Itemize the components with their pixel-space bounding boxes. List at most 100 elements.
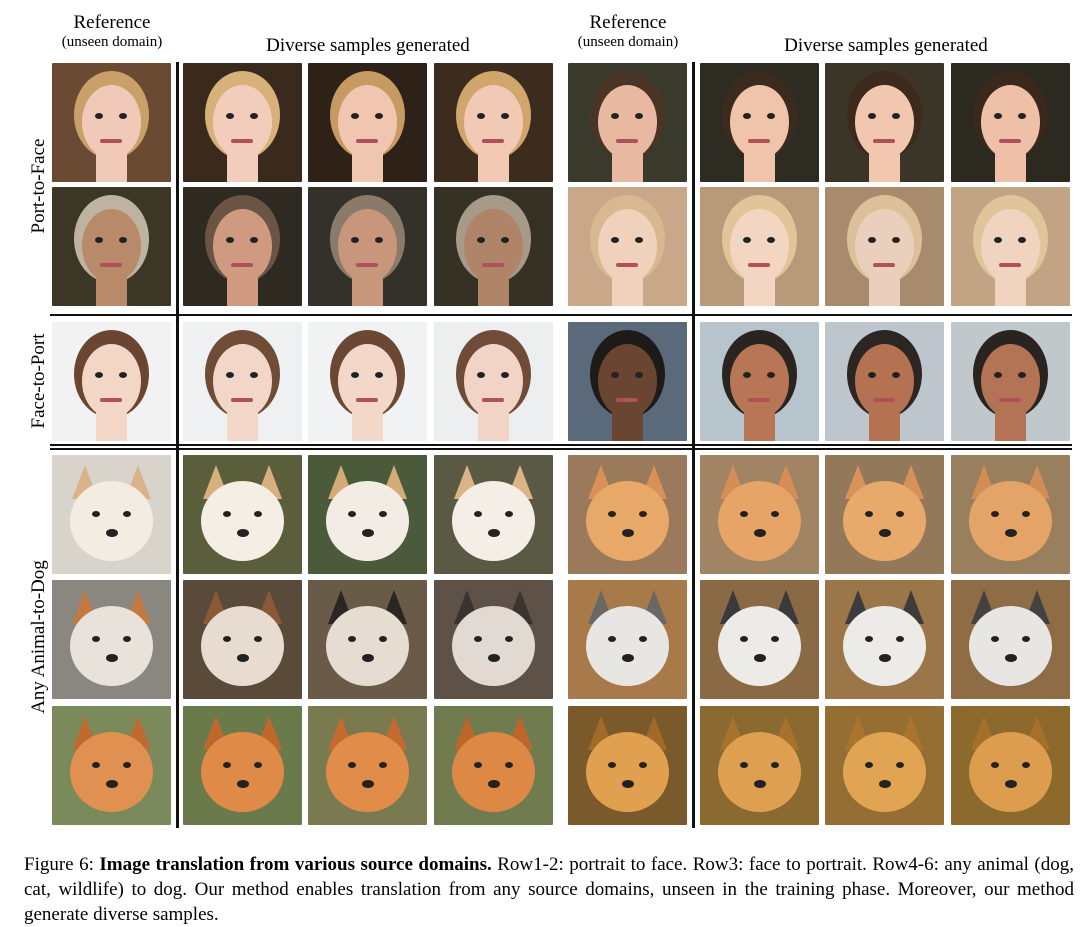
nose-icon xyxy=(106,780,118,788)
eye-icon xyxy=(767,237,775,243)
nose-icon xyxy=(362,654,374,662)
neck-shape xyxy=(612,273,643,306)
eye-icon xyxy=(771,636,779,642)
eye-icon xyxy=(743,113,751,119)
mouth-icon xyxy=(482,139,504,143)
eye-icon xyxy=(474,762,482,768)
animal-image xyxy=(52,706,171,825)
animal-face-shape xyxy=(718,481,801,561)
eye-icon xyxy=(348,762,356,768)
nose-icon xyxy=(879,780,891,788)
mouth-icon xyxy=(356,398,378,402)
mouth-icon xyxy=(616,139,638,143)
animal-image xyxy=(700,706,819,825)
nose-icon xyxy=(488,654,500,662)
eye-icon xyxy=(254,762,262,768)
face-shape xyxy=(730,85,789,159)
eye-icon xyxy=(348,511,356,517)
animal-face-shape xyxy=(969,481,1052,561)
eye-icon xyxy=(477,113,485,119)
eye-icon xyxy=(1022,511,1030,517)
animal-face-shape xyxy=(718,732,801,812)
eye-icon xyxy=(994,113,1002,119)
eye-icon xyxy=(608,762,616,768)
neck-shape xyxy=(96,273,127,306)
eye-icon xyxy=(250,372,258,378)
face-shape xyxy=(855,85,914,159)
row-divider xyxy=(50,444,1072,446)
mouth-icon xyxy=(100,139,122,143)
neck-shape xyxy=(352,273,383,306)
nose-icon xyxy=(622,780,634,788)
eye-icon xyxy=(250,113,258,119)
face-image xyxy=(825,322,944,441)
mouth-icon xyxy=(999,398,1021,402)
eye-icon xyxy=(505,511,513,517)
face-image xyxy=(825,63,944,182)
eye-icon xyxy=(892,372,900,378)
animal-face-shape xyxy=(326,481,409,561)
eye-icon xyxy=(379,511,387,517)
mouth-icon xyxy=(999,139,1021,143)
face-shape xyxy=(598,209,657,283)
animal-face-shape xyxy=(969,732,1052,812)
eye-icon xyxy=(379,636,387,642)
neck-shape xyxy=(96,408,127,441)
face-image xyxy=(183,63,302,182)
caption-bold: Image translation from various source do… xyxy=(99,854,492,875)
animal-image xyxy=(568,706,687,825)
mouth-icon xyxy=(748,263,770,267)
eye-icon xyxy=(767,372,775,378)
header-title: Reference xyxy=(589,12,667,33)
eye-icon xyxy=(119,113,127,119)
eye-icon xyxy=(1018,372,1026,378)
eye-icon xyxy=(501,372,509,378)
eye-icon xyxy=(250,237,258,243)
eye-icon xyxy=(351,113,359,119)
eye-icon xyxy=(1022,636,1030,642)
mouth-icon xyxy=(748,398,770,402)
header-subtitle: (unseen domain) xyxy=(61,33,163,50)
face-shape xyxy=(82,85,141,159)
neck-shape xyxy=(744,273,775,306)
animal-image xyxy=(308,455,427,574)
face-image xyxy=(52,63,171,182)
animal-face-shape xyxy=(70,606,153,686)
nose-icon xyxy=(1005,780,1017,788)
face-shape xyxy=(464,85,523,159)
nose-icon xyxy=(879,654,891,662)
nose-icon xyxy=(362,780,374,788)
animal-face-shape xyxy=(70,732,153,812)
face-shape xyxy=(338,344,397,418)
face-shape xyxy=(213,209,272,283)
neck-shape xyxy=(352,149,383,182)
mouth-icon xyxy=(873,139,895,143)
eye-icon xyxy=(348,636,356,642)
face-image xyxy=(951,187,1070,306)
eye-icon xyxy=(896,511,904,517)
eye-icon xyxy=(994,237,1002,243)
face-image xyxy=(825,187,944,306)
nose-icon xyxy=(488,780,500,788)
eye-icon xyxy=(505,636,513,642)
face-image xyxy=(951,322,1070,441)
eye-icon xyxy=(865,762,873,768)
face-image xyxy=(700,187,819,306)
animal-image xyxy=(183,455,302,574)
nose-icon xyxy=(879,529,891,537)
animal-image xyxy=(700,580,819,699)
animal-face-shape xyxy=(586,481,669,561)
animal-face-shape xyxy=(70,481,153,561)
animal-image xyxy=(308,706,427,825)
neck-shape xyxy=(227,273,258,306)
mouth-icon xyxy=(873,398,895,402)
face-shape xyxy=(730,344,789,418)
face-shape xyxy=(82,344,141,418)
animal-face-shape xyxy=(201,606,284,686)
face-shape xyxy=(82,209,141,283)
face-image xyxy=(183,187,302,306)
face-image xyxy=(568,63,687,182)
eye-icon xyxy=(1022,762,1030,768)
face-image xyxy=(568,187,687,306)
nose-icon xyxy=(237,654,249,662)
